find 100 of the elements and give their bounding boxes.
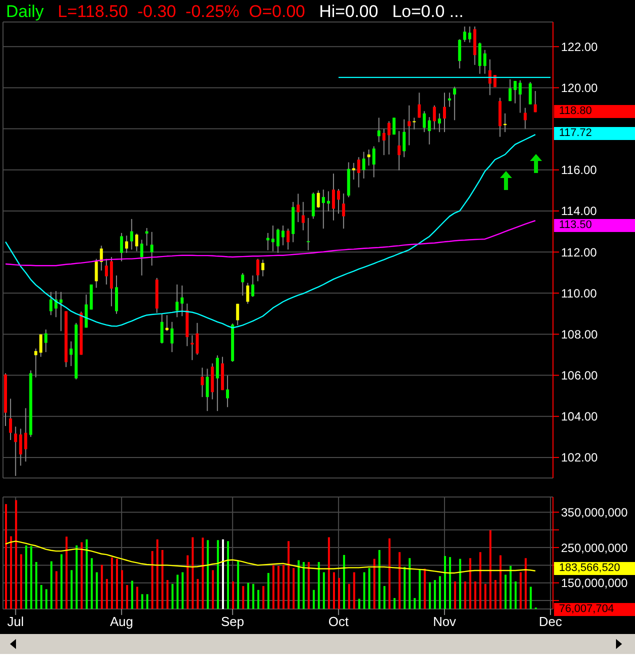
candlestick [19,428,22,466]
candlestick [483,49,486,74]
candlestick [226,375,230,408]
candlestick [150,231,154,266]
candlestick [14,426,18,476]
candlestick [94,258,98,288]
candlestick [534,90,537,113]
candlestick [70,340,73,367]
candlestick [422,110,426,133]
candlestick [468,26,472,44]
x-tick-label: Aug [110,614,134,630]
candlestick [372,146,376,178]
candlestick [392,117,396,136]
candlestick [312,192,315,220]
candlestick [432,104,436,130]
candlestick [514,80,517,104]
candlestick [24,408,28,462]
candlestick [44,328,48,353]
candlestick [402,118,406,158]
candlestick [130,218,134,250]
text: 183,566,520 [554,562,635,575]
y-tick-label: 150,000,000 [561,576,628,590]
candlestick [326,190,330,212]
candlestick [382,128,386,156]
candlestick [286,228,290,250]
y-tick-label: 114.00 [561,204,598,218]
candlestick [362,151,366,180]
candlestick [246,282,250,304]
line-series [4,540,536,574]
candlestick [140,239,144,276]
candlestick [236,303,240,326]
candlestick [428,116,431,145]
candlestick [276,228,280,254]
candlestick [125,235,128,254]
candlestick [216,354,219,412]
candlestick [453,86,456,121]
candlestick [352,162,356,180]
line-series [4,134,536,328]
candlestick [100,245,103,272]
candlestick [448,92,452,108]
y-tick-label: 108.00 [561,327,598,342]
candlestick [302,201,305,231]
chart-title: Daily [6,2,44,22]
text: 117.72 [554,127,635,140]
x-tick-label: Nov [432,614,457,630]
candlestick [271,225,274,252]
candlestick [256,258,260,282]
candlestick [332,173,335,221]
candlestick [9,398,12,440]
y-tick-label: 102.00 [561,450,598,465]
candlestick [458,38,462,69]
x-tick-label: Sep [221,614,244,630]
candlestick [170,321,174,353]
y-tick-label: 116.00 [561,163,598,178]
candlestick [412,117,416,130]
candlestick [34,348,38,378]
candlestick [39,334,42,358]
candlestick [160,313,164,344]
candlestick [316,190,320,208]
candlestick [241,272,244,296]
candlestick [180,285,184,317]
text: Lo=0.0 ... [392,2,464,22]
candlestick [322,189,325,230]
candlestick [84,294,88,328]
text: 113.50 [554,219,635,232]
candlestick [190,334,194,361]
candlestick [478,42,482,74]
candlestick [261,259,264,277]
candlestick [438,112,441,133]
candlestick [398,130,401,171]
y-tick-label: 110.00 [561,286,598,300]
candlestick [206,368,209,412]
candlestick [408,104,411,146]
candlestick [200,367,204,398]
text: 76,007,704 [554,603,635,616]
candlestick [337,188,340,214]
candlestick [176,284,179,318]
candlestick [418,92,421,118]
candlestick [524,107,527,130]
candlestick [518,80,522,114]
candlestick [387,120,390,155]
y-tick-label: 104.00 [561,410,598,424]
candlestick [377,117,380,143]
y-tick-label: 250,000,000 [561,540,628,555]
candlestick [342,193,346,230]
y-tick-label: 122.00 [561,40,598,54]
chart-subtitle: L=118.50 -0.30 -0.25% O=0.00 [58,2,306,22]
text: 118.80 [554,105,635,118]
candlestick [60,291,63,332]
candlestick [357,156,360,188]
y-tick-label: 120.00 [561,80,598,95]
x-tick-label: Jul [7,614,24,630]
candlestick [528,81,532,105]
candlestick [463,26,466,42]
y-tick-label: 106.00 [561,368,598,383]
candlestick [120,232,124,262]
candlestick [296,193,300,223]
candlestick [196,322,199,356]
candlestick [251,274,254,298]
candlestick [135,233,138,252]
